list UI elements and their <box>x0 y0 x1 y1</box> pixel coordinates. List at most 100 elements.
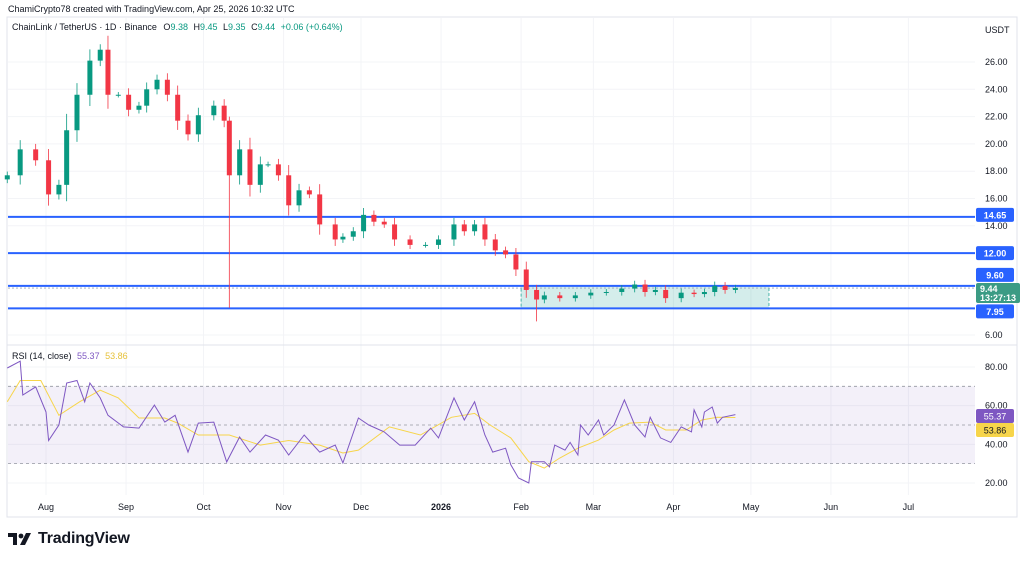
rsi-value-tag <box>976 409 1014 423</box>
candle-body <box>306 190 312 195</box>
level-price-tag <box>976 267 1014 282</box>
tradingview-logo[interactable]: TradingView <box>8 530 130 548</box>
candle-body <box>296 190 302 206</box>
low-label: L <box>223 22 228 32</box>
candle-body <box>701 292 707 295</box>
candle-body <box>340 236 346 240</box>
candle-body <box>534 289 540 300</box>
close-label: C <box>251 22 258 32</box>
candle-body <box>461 224 467 232</box>
rsi-ma-value-tag <box>976 423 1014 437</box>
open-label: O <box>163 22 170 32</box>
price-axis[interactable]: 26.00 24.00 22.00 20.00 18.00 16.00 14.00 6.00 <box>985 57 1008 340</box>
candle-body <box>126 94 132 110</box>
rsi-tick-label: 60.00 <box>985 401 1008 411</box>
candle-body <box>226 120 232 176</box>
candle-body <box>482 224 488 240</box>
candle-body <box>211 105 217 116</box>
candle-body <box>64 130 70 185</box>
candle-body <box>164 79 170 95</box>
time-tick-label: Nov <box>276 502 293 512</box>
time-tick-label: Sep <box>118 502 134 512</box>
candle-body <box>17 149 23 176</box>
rsi-lines <box>6 360 736 484</box>
level-price-label: 7.95 <box>986 307 1004 317</box>
rsi-axis[interactable]: 80.00 60.00 40.00 20.00 <box>985 362 1008 488</box>
ohlc-legend: ChainLink / TetherUS · 1D · Binance O9.3… <box>12 22 343 32</box>
candle-body <box>361 214 367 232</box>
high-label: H <box>193 22 200 32</box>
candle-body <box>4 175 10 180</box>
candle-body <box>588 292 594 296</box>
close-value: 9.44 <box>258 22 276 32</box>
candles <box>4 35 738 322</box>
candle-body <box>451 224 457 240</box>
time-axis[interactable]: Aug Sep Oct Nov Dec 2026 Feb Mar Apr May Jun Jul <box>38 502 914 512</box>
high-value: 9.45 <box>200 22 218 32</box>
currency-label: USDT <box>985 25 1010 35</box>
candle-body <box>642 284 648 293</box>
candle-body <box>87 60 93 95</box>
level-price-label: 14.65 <box>984 210 1007 220</box>
tradingview-logo-icon <box>8 533 31 545</box>
candle-body <box>632 284 638 289</box>
range-box-rect[interactable] <box>520 285 770 309</box>
price-tick-label: 20.00 <box>985 139 1008 149</box>
candle-body <box>722 285 728 290</box>
candle-body <box>46 160 52 195</box>
rsi-ma-value-tag-label: 53.86 <box>984 426 1007 436</box>
level-price-label: 12.00 <box>984 249 1007 259</box>
candle-body <box>154 79 160 90</box>
candle-body <box>332 224 338 240</box>
candle-body <box>237 149 243 176</box>
candle-body <box>97 49 103 61</box>
candle-body <box>678 292 684 299</box>
level-price-tag <box>976 207 1014 222</box>
candle-body <box>247 149 253 185</box>
candle-body <box>175 94 181 121</box>
candle-body <box>275 164 281 176</box>
rsi-band <box>8 385 975 465</box>
candle-body <box>732 288 738 290</box>
rsi-value-tag-label: 55.37 <box>984 412 1007 422</box>
price-tick-label: 14.00 <box>985 221 1008 231</box>
level-price-label: 9.60 <box>986 270 1004 280</box>
candle-body <box>371 214 377 222</box>
open-value: 9.38 <box>170 22 188 32</box>
candle-body <box>492 239 498 251</box>
rsi-line <box>7 360 736 484</box>
time-tick-label: Mar <box>586 502 602 512</box>
level-lines[interactable] <box>8 215 975 310</box>
price-tick-label: 18.00 <box>985 166 1008 176</box>
time-tick-label: 2026 <box>431 502 451 512</box>
brand-name: TradingView <box>38 530 130 547</box>
candle-body <box>56 184 62 195</box>
rsi-ma-value: 53.86 <box>105 351 128 361</box>
rsi-title: RSI (14, close) <box>12 351 72 361</box>
candle-body <box>381 221 387 225</box>
grid <box>8 18 975 495</box>
price-tick-label: 24.00 <box>985 84 1008 94</box>
candle-body <box>265 164 271 166</box>
candle-body <box>195 115 201 135</box>
time-tick-label: Jun <box>824 502 839 512</box>
candle-body <box>33 149 39 161</box>
candle-body <box>423 244 429 246</box>
candle-body <box>257 164 263 185</box>
price-tick-label: 22.00 <box>985 112 1008 122</box>
candle-body <box>472 224 478 232</box>
candle-body <box>350 231 356 237</box>
candle-body <box>557 295 563 299</box>
time-tick-label: Jul <box>903 502 915 512</box>
range-box[interactable] <box>520 285 770 309</box>
time-tick-label: May <box>742 502 760 512</box>
rsi-tick-label: 40.00 <box>985 439 1008 449</box>
change-value: +0.06 (+0.64%) <box>281 22 343 32</box>
time-tick-label: Aug <box>38 502 54 512</box>
candle-body <box>221 105 227 121</box>
current-price-label: 9.44 <box>980 284 998 294</box>
candle-body <box>105 49 111 95</box>
current-price-tag <box>976 283 1020 303</box>
